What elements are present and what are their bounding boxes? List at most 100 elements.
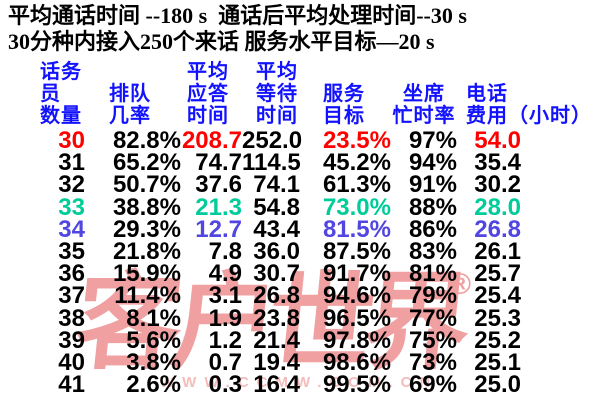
- table-cell: 38.8%: [112, 193, 181, 221]
- column-header-queue-probability: 排队 几率: [109, 83, 151, 127]
- table-cell: 21.3: [195, 193, 242, 221]
- table-row: 36 15.9% 4.9 30.7 91.7% 81% 25.7: [0, 260, 521, 288]
- table-cell: 83%: [408, 237, 457, 265]
- table-cell: 97.8%: [322, 326, 391, 354]
- table-header-row: 话务 员 数量 排队 几率 平均 应答 时间 平均 等待 时间 服务 目标 坐席…: [0, 56, 600, 127]
- table-cell: 7.8: [208, 237, 242, 265]
- table-cell: 69%: [408, 371, 457, 399]
- table-cell: 37: [58, 282, 85, 310]
- table-cell: 25.1: [474, 348, 521, 376]
- table-cell: 94.6%: [322, 282, 391, 310]
- table-cell: 65.2%: [112, 149, 181, 177]
- table-cell: 96.5%: [322, 304, 391, 332]
- table-row: 40 3.8% 0.7 19.4 98.6% 73% 25.1: [0, 348, 521, 376]
- table-cell: 0.3: [208, 371, 242, 399]
- table-cell: 26.8: [474, 215, 521, 243]
- column-header-avg-wait-time: 平均 等待 时间: [256, 61, 298, 127]
- table-cell: 98.6%: [322, 348, 391, 376]
- table-cell: 88%: [408, 193, 457, 221]
- column-header-agent-occupancy: 坐席 忙时率: [392, 83, 456, 127]
- table-cell: 81%: [408, 260, 457, 288]
- table-cell: 15.9%: [112, 260, 181, 288]
- table-cell: 30.7: [253, 260, 300, 288]
- column-header-service-target: 服务 目标: [323, 83, 365, 127]
- table-cell: 25.0: [474, 371, 521, 399]
- table-row: 32 50.7% 37.6 74.1 61.3% 91% 30.2: [0, 171, 521, 199]
- table-cell: 79%: [408, 282, 457, 310]
- table-cell: 73.0%: [322, 193, 391, 221]
- page-title: 平均通话时间 --180 s 通话后平均处理时间--30 s 30分种内接入25…: [8, 3, 467, 55]
- table-row: 38 8.1% 1.9 23.8 96.5% 77% 25.3: [0, 304, 521, 332]
- table-cell: 19.4: [253, 348, 300, 376]
- table-cell: 40: [58, 348, 85, 376]
- table-row: 31 65.2% 74.7 114.5 45.2% 94% 35.4: [0, 149, 521, 177]
- table-cell: 35.4: [474, 149, 521, 177]
- table-cell: 34: [58, 215, 85, 243]
- title-line-1: 平均通话时间 --180 s 通话后平均处理时间--30 s: [8, 3, 467, 28]
- table-cell: 39: [58, 326, 85, 354]
- table-cell: 35: [58, 237, 85, 265]
- table-cell: 74.7: [195, 149, 242, 177]
- table-cell: 30.2: [474, 171, 521, 199]
- table-cell: 252.0: [242, 127, 303, 154]
- title-line-2: 30分种内接入250个来话 服务水平目标—20 s: [8, 29, 435, 54]
- table-cell: 54.8: [253, 193, 300, 221]
- table-cell: 29.3%: [112, 215, 181, 243]
- table-cell: 3.8%: [126, 348, 181, 376]
- table-cell: 97%: [408, 127, 457, 154]
- table-row: 41 2.6% 0.3 16.4 99.5% 69% 25.0: [0, 371, 521, 399]
- table-cell: 91.7%: [322, 260, 391, 288]
- table-cell: 25.3: [474, 304, 521, 332]
- table-cell: 54.0: [474, 127, 521, 154]
- table-cell: 36: [58, 260, 85, 288]
- table-cell: 26.1: [474, 237, 521, 265]
- table-cell: 16.4: [253, 371, 300, 399]
- table-cell: 26.8: [253, 282, 300, 310]
- table-cell: 81.5%: [322, 215, 391, 243]
- table-cell: 4.9: [208, 260, 242, 288]
- table-cell: 3.1: [208, 282, 242, 310]
- table-cell: 5.6%: [126, 326, 181, 354]
- table-cell: 86%: [408, 215, 457, 243]
- table-cell: 21.4: [253, 326, 300, 354]
- table-cell: 25.7: [474, 260, 521, 288]
- column-header-avg-answer-time: 平均 应答 时间: [187, 61, 229, 127]
- table-cell: 50.7%: [112, 171, 181, 199]
- table-cell: 77%: [408, 304, 457, 332]
- table-cell: 114.5: [242, 149, 301, 177]
- table-cell: 38: [58, 304, 85, 332]
- table-row: 37 11.4% 3.1 26.8 94.6% 79% 25.4: [0, 282, 521, 310]
- table-cell: 23.5%: [322, 127, 391, 154]
- table-body: 30 82.8% 208.7 252.0 23.5% 97% 54.0 31 65.2% 74.7…: [0, 127, 521, 399]
- table-cell: 91%: [408, 171, 457, 199]
- table-cell: 28.0: [474, 193, 521, 221]
- column-header-phone-cost: 电话 费用（小时）: [466, 83, 592, 127]
- table-row: 35 21.8% 7.8 36.0 87.5% 83% 26.1: [0, 237, 521, 265]
- table-cell: 25.4: [474, 282, 521, 310]
- table-cell: 0.7: [208, 348, 242, 376]
- table-cell: 30: [58, 127, 85, 154]
- table-cell: 74.1: [253, 171, 300, 199]
- table-cell: 2.6%: [126, 371, 181, 399]
- column-header-agent-count: 话务 员 数量: [40, 61, 82, 127]
- table-cell: 23.8: [253, 304, 300, 332]
- table-cell: 33: [58, 193, 85, 221]
- table-cell: 37.6: [195, 171, 242, 199]
- table-row: 34 29.3% 12.7 43.4 81.5% 86% 26.8: [0, 215, 521, 243]
- table-cell: 43.4: [253, 215, 300, 243]
- table-cell: 21.8%: [112, 237, 181, 265]
- table-cell: 32: [58, 171, 85, 199]
- table-cell: 45.2%: [322, 149, 391, 177]
- table-cell: 1.2: [208, 326, 242, 354]
- table-cell: 31: [58, 149, 85, 177]
- table-cell: 1.9: [208, 304, 242, 332]
- table-cell: 36.0: [253, 237, 300, 265]
- table-cell: 94%: [408, 149, 457, 177]
- table-cell: 99.5%: [322, 371, 391, 399]
- table-cell: 87.5%: [322, 237, 391, 265]
- table-cell: 208.7: [181, 127, 242, 154]
- table-cell: 82.8%: [112, 127, 181, 154]
- table-cell: 41: [58, 371, 85, 399]
- table-cell: 25.2: [474, 326, 521, 354]
